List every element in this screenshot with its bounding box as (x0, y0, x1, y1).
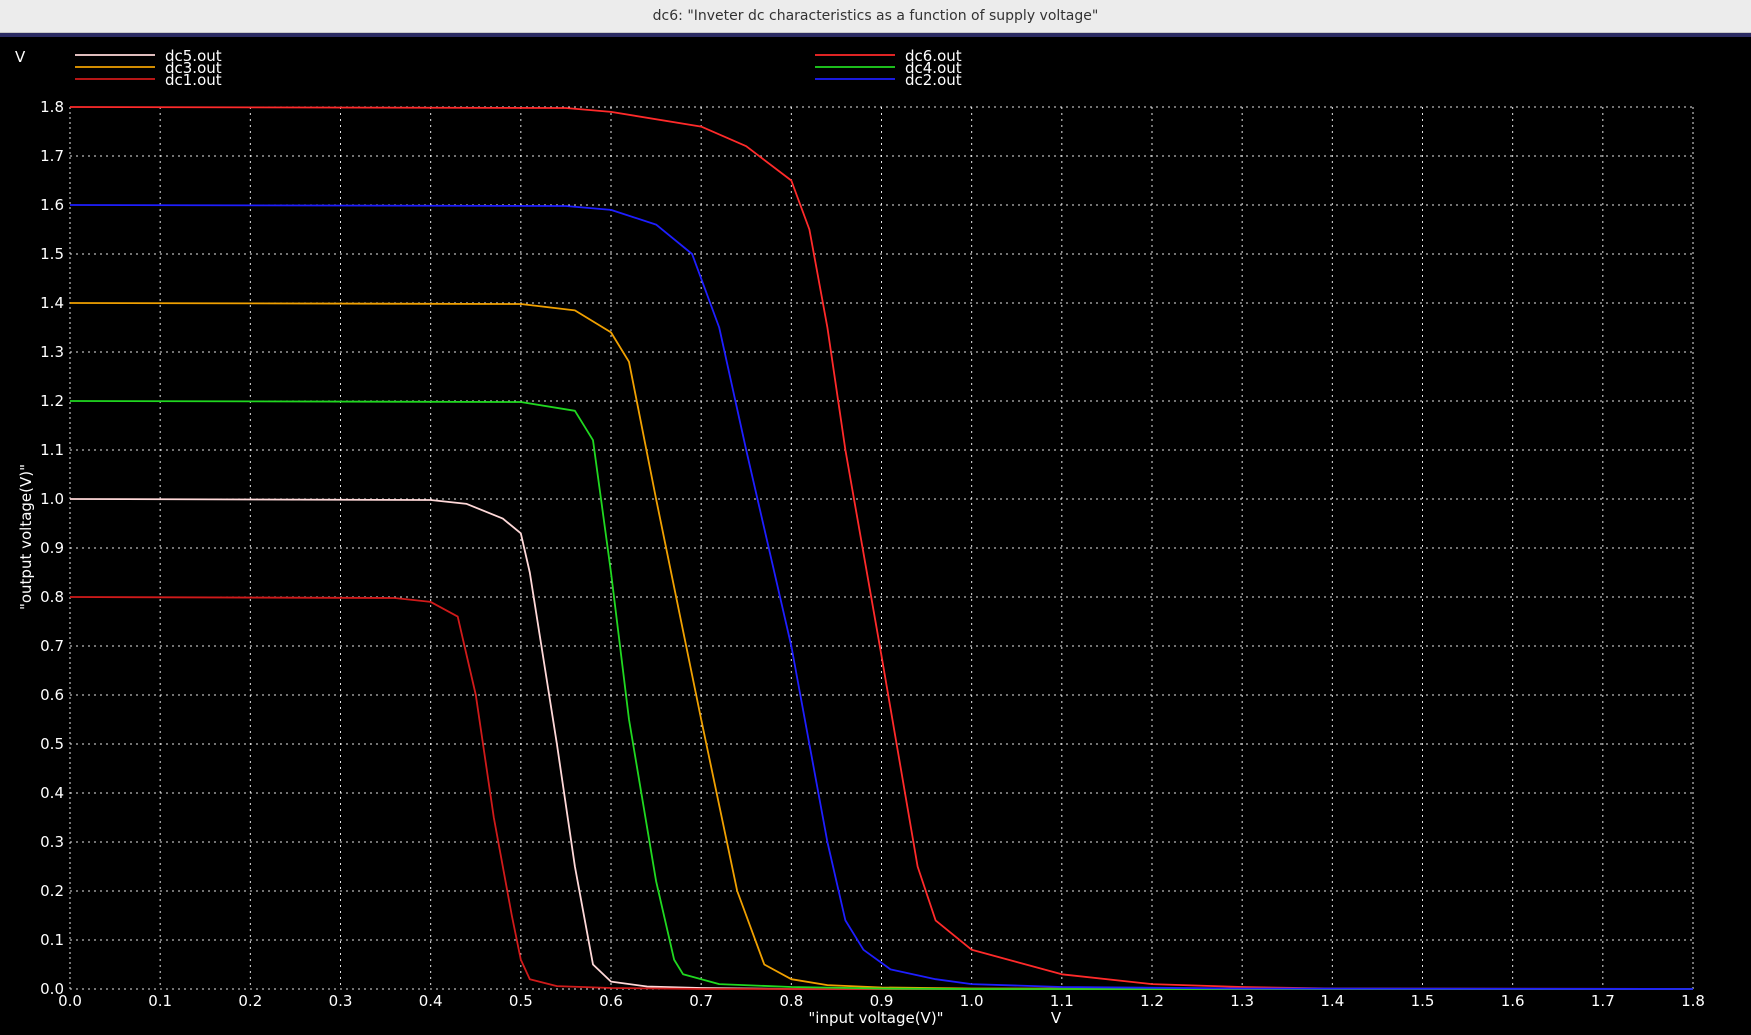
y-tick-label: 0.3 (40, 833, 64, 851)
y-tick-label: 0.9 (40, 539, 64, 557)
x-tick-label: 1.0 (960, 992, 984, 1010)
series-line-dc5-out (69, 498, 1693, 990)
x-tick-label: 1.3 (1230, 992, 1254, 1010)
legend-label: dc1.out (165, 71, 222, 89)
x-axis-label: "input voltage(V)" (808, 1009, 943, 1027)
x-tick-label: 0.0 (58, 992, 82, 1010)
x-tick-label: 1.4 (1320, 992, 1344, 1010)
x-tick-label: 1.7 (1591, 992, 1615, 1010)
window-title: dc6: "Inveter dc characteristics as a fu… (652, 8, 1099, 24)
grid-layer (69, 106, 1694, 990)
legend-label: dc2.out (905, 71, 962, 89)
x-tick-label: 0.1 (148, 992, 172, 1010)
series-line-dc4-out (69, 400, 1693, 990)
y-tick-label: 1.1 (40, 441, 64, 459)
y-tick-label: 1.0 (40, 490, 64, 508)
x-tick-label: 1.2 (1140, 992, 1164, 1010)
x-tick-label: 1.5 (1411, 992, 1435, 1010)
x-tick-label: 0.2 (238, 992, 262, 1010)
legend-label: dc4.out (905, 59, 962, 77)
legend-label: dc3.out (165, 59, 222, 77)
y-tick-label: 0.4 (40, 784, 64, 802)
x-tick-label: 1.8 (1681, 992, 1705, 1010)
y-tick-label: 0.2 (40, 882, 64, 900)
y-tick-label: 1.8 (40, 98, 64, 116)
x-tick-label: 0.9 (870, 992, 894, 1010)
legend-label: dc6.out (905, 47, 962, 65)
x-tick-label: 1.1 (1050, 992, 1074, 1010)
y-tick-label: 0.7 (40, 637, 64, 655)
y-axis-label: "output voltage(V)" (17, 464, 35, 610)
y-axis-unit: V (15, 48, 26, 66)
tick-labels-layer: 0.0 0.1 0.2 0.3 0.4 0.5 0.6 0.7 0.8 0.9 1.0 1.1 1.2 1… (40, 98, 1705, 1010)
y-tick-label: 1.2 (40, 392, 64, 410)
dc-characteristics-plot: 0.0 0.1 0.2 0.3 0.4 0.5 0.6 0.7 0.8 0.9 1.0 1.1 1.2 1… (15, 47, 1705, 1027)
series-line-dc3-out (69, 302, 1694, 990)
y-tick-label: 0.8 (40, 588, 64, 606)
y-tick-label: 0.5 (40, 735, 64, 753)
y-tick-label: 1.7 (40, 147, 64, 165)
x-tick-label: 0.7 (689, 992, 713, 1010)
x-tick-label: 0.3 (329, 992, 353, 1010)
x-tick-label: 1.6 (1501, 992, 1525, 1010)
y-tick-label: 0.6 (40, 686, 64, 704)
x-tick-label: 0.6 (599, 992, 623, 1010)
y-tick-label: 0.1 (40, 931, 64, 949)
window-titlebar: dc6: "Inveter dc characteristics as a fu… (0, 0, 1751, 33)
y-tick-label: 1.5 (40, 245, 64, 263)
x-tick-label: 0.4 (419, 992, 443, 1010)
curves-layer (69, 106, 1694, 990)
titlebar-accent-bar (0, 33, 1751, 37)
x-tick-label: 0.8 (779, 992, 803, 1010)
series-line-dc6-out (69, 106, 1694, 990)
y-tick-label: 1.3 (40, 343, 64, 361)
x-axis-unit: V (1051, 1009, 1062, 1027)
y-tick-label: 1.4 (40, 294, 64, 312)
y-tick-label: 1.6 (40, 196, 64, 214)
series-line-dc1-out (69, 596, 1693, 990)
series-line-dc2-out (69, 204, 1694, 990)
legend-label: dc5.out (165, 47, 222, 65)
y-tick-label: 0.0 (40, 980, 64, 998)
x-tick-label: 0.5 (509, 992, 533, 1010)
